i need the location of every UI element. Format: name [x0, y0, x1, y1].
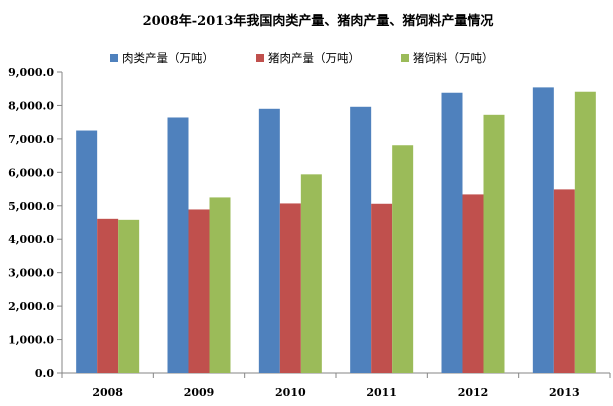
- bar: [441, 92, 463, 373]
- bar: [371, 203, 393, 373]
- bar: [574, 91, 596, 373]
- chart-title: 2008年-2013年我国肉类产量、猪肉产量、猪饲料产量情况: [143, 13, 494, 29]
- bar: [118, 219, 140, 373]
- legend-swatch: [401, 54, 409, 62]
- x-tick-label: 2009: [184, 386, 215, 399]
- axes: 0.0 1,000.0 2,000.0 3,000.0 4,000.0 5,000.0 6,…: [8, 66, 611, 399]
- x-tick-label: 2010: [275, 386, 306, 399]
- legend-label: 猪饲料（万吨）: [413, 51, 494, 65]
- bar: [532, 87, 554, 373]
- y-tick-label: 0.0: [35, 367, 54, 380]
- y-tick-label: 8,000.0: [8, 99, 54, 112]
- bar: [279, 203, 301, 373]
- y-tick-label: 3,000.0: [8, 267, 54, 280]
- bar: [258, 108, 280, 374]
- bar: [392, 145, 414, 373]
- bar: [350, 106, 372, 373]
- y-tick-label: 2,000.0: [8, 300, 54, 313]
- bar: [300, 174, 322, 373]
- bar: [167, 117, 189, 374]
- legend-label: 肉类产量（万吨）: [122, 51, 214, 65]
- bars: [76, 87, 596, 374]
- legend-label: 猪肉产量（万吨）: [268, 51, 360, 65]
- y-tick-label: 6,000.0: [8, 166, 54, 179]
- bar: [553, 189, 575, 373]
- bar: [188, 209, 210, 373]
- y-tick-label: 7,000.0: [8, 133, 54, 146]
- bar: [97, 218, 119, 373]
- y-tick-label: 9,000.0: [8, 66, 54, 79]
- x-tick-label: 2008: [92, 386, 123, 399]
- legend-swatch: [256, 54, 264, 62]
- bar: [483, 114, 505, 373]
- legend-swatch: [110, 54, 118, 62]
- y-tick-label: 4,000.0: [8, 233, 54, 246]
- bar: [76, 130, 98, 373]
- x-tick-label: 2011: [366, 386, 397, 399]
- y-tick-label: 5,000.0: [8, 200, 54, 213]
- x-tick-label: 2013: [549, 386, 580, 399]
- legend: 肉类产量（万吨） 猪肉产量（万吨） 猪饲料（万吨）: [110, 51, 494, 65]
- x-tick-label: 2012: [458, 386, 489, 399]
- bar: [462, 194, 484, 373]
- y-tick-label: 1,000.0: [8, 334, 54, 347]
- bar: [209, 197, 231, 373]
